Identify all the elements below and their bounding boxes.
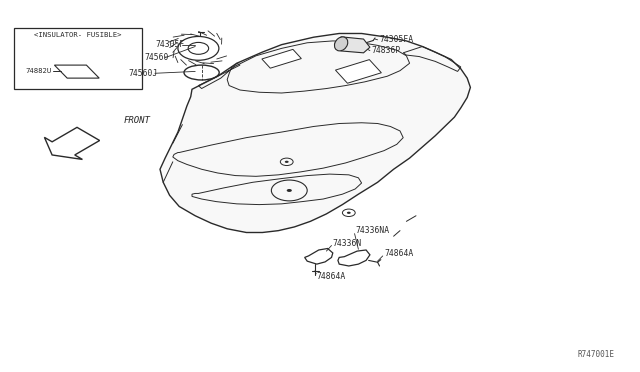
Circle shape [287,189,292,192]
Text: 74560J: 74560J [128,69,157,78]
Text: <INSULATOR- FUSIBLE>: <INSULATOR- FUSIBLE> [35,32,122,38]
Polygon shape [160,33,470,232]
Text: 74305F: 74305F [156,40,185,49]
Circle shape [347,212,351,214]
Text: 74305FA: 74305FA [380,35,413,44]
Ellipse shape [335,37,348,51]
Polygon shape [262,49,301,68]
Text: 74336N: 74336N [333,239,362,248]
Polygon shape [335,60,381,83]
Text: R747001E: R747001E [577,350,614,359]
Text: 74336NA: 74336NA [356,226,390,235]
Text: 74882U: 74882U [26,68,52,74]
Polygon shape [335,37,370,53]
Text: FRONT: FRONT [124,116,150,125]
Text: 74864A: 74864A [316,272,346,281]
Text: 74560: 74560 [144,53,168,62]
Polygon shape [44,127,100,160]
Circle shape [285,161,289,163]
FancyBboxPatch shape [14,28,142,89]
Text: 74864A: 74864A [384,249,413,258]
Text: 74836P: 74836P [371,46,401,55]
